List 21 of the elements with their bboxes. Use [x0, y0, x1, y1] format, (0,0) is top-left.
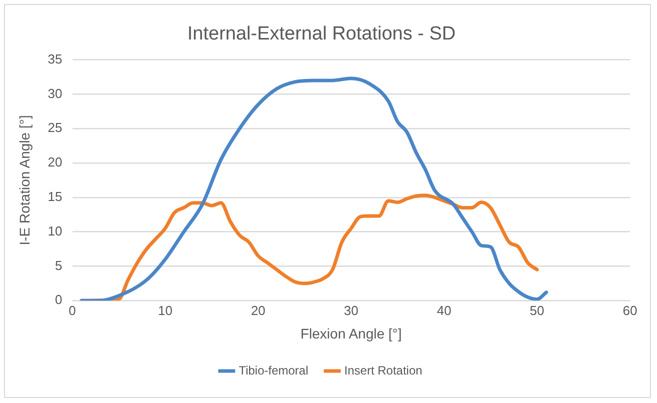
legend-label: Insert Rotation [344, 363, 422, 378]
y-tick-label: 10 [48, 223, 62, 238]
y-tick-label: 35 [48, 51, 62, 66]
legend-label: Tibio-femoral [238, 363, 308, 378]
x-tick-label: 30 [344, 302, 358, 318]
line-series [80, 76, 548, 301]
x-tick-label: 60 [622, 302, 638, 318]
x-tick-label: 0 [68, 302, 76, 318]
y-tick-label: 30 [48, 86, 62, 101]
x-axis-title: Flexion Angle [°] [300, 325, 402, 342]
y-tick-label: 15 [48, 188, 62, 204]
x-tick-label: 50 [530, 302, 544, 318]
chart-title: Internal-External Rotations - SD [187, 24, 456, 45]
y-tick-label: 20 [48, 154, 62, 170]
x-tick-label: 40 [436, 302, 452, 318]
x-tick-label: 10 [158, 302, 172, 318]
y-axis-title: I-E Rotation Angle [°] [16, 115, 32, 246]
x-tick-label: 20 [250, 302, 266, 318]
y-tick-label: 25 [48, 120, 62, 136]
y-tick-label: 5 [55, 258, 62, 273]
y-tick-label: 0 [55, 292, 62, 308]
